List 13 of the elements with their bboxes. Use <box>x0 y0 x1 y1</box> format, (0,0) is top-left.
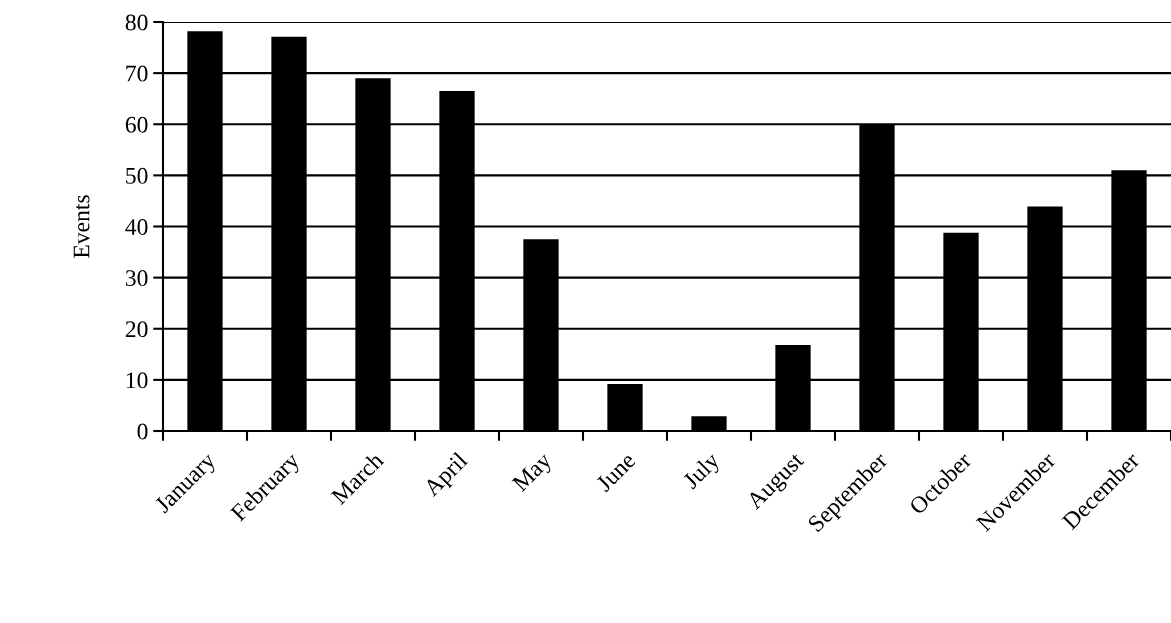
x-tick-label: May <box>511 451 557 496</box>
y-tick-label: 40 <box>125 218 148 235</box>
y-tick-label: 10 <box>126 372 148 389</box>
x-tick-label: July <box>681 450 725 494</box>
y-tick-label: 70 <box>126 65 148 82</box>
y-tick-label: 30 <box>125 270 148 287</box>
x-tick-label: June <box>595 451 637 493</box>
y-tick-label: 50 <box>126 167 148 184</box>
y-tick-label: 60 <box>125 116 148 133</box>
y-tick-label: 20 <box>125 321 148 338</box>
y-axis-title: Events <box>73 195 90 258</box>
y-tick-label: 80 <box>125 14 148 31</box>
y-tick-label: 0 <box>137 423 148 440</box>
